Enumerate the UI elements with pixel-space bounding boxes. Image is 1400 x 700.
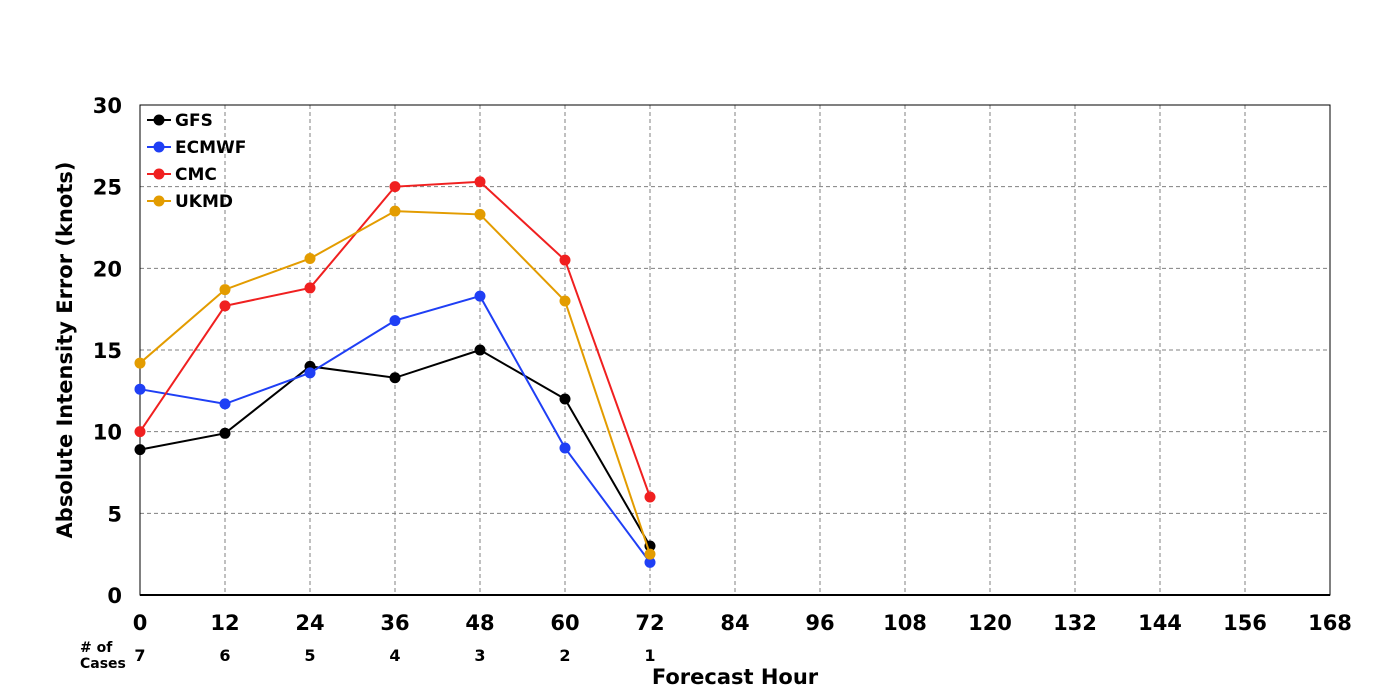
x-tick-label: 132: [1053, 611, 1097, 635]
y-tick-label: 30: [93, 94, 122, 118]
x-tick-label: 144: [1138, 611, 1182, 635]
data-point: [644, 491, 656, 503]
cases-value: 3: [474, 646, 485, 665]
x-tick-label: 48: [465, 611, 494, 635]
series: [134, 176, 656, 568]
legend-item-gfs: GFS: [147, 111, 213, 131]
y-axis-title: Absolute Intensity Error (knots): [53, 162, 77, 539]
data-point: [219, 427, 231, 439]
x-tick-label: 156: [1223, 611, 1267, 635]
data-point: [559, 254, 571, 266]
cases-value: 2: [559, 646, 570, 665]
series-cmc: [134, 176, 656, 503]
x-axis-title: Forecast Hour: [652, 665, 819, 689]
x-tick-label: 84: [720, 611, 749, 635]
y-tick-label: 20: [93, 257, 122, 281]
y-tick-label: 5: [107, 502, 122, 526]
legend-marker: [153, 195, 165, 207]
legend-marker: [153, 141, 165, 153]
y-tick-label: 25: [93, 176, 122, 200]
legend-item-ecmwf: ECMWF: [147, 138, 246, 158]
y-tick-label: 0: [107, 584, 122, 608]
x-tick-label: 72: [635, 611, 664, 635]
cases-value: 1: [644, 646, 655, 665]
data-point: [219, 284, 231, 296]
data-point: [559, 393, 571, 405]
x-tick-label: 0: [133, 611, 148, 635]
cases-value: 4: [389, 646, 400, 665]
data-point: [474, 176, 486, 188]
legend-item-ukmd: UKMD: [147, 192, 233, 212]
data-point: [474, 344, 486, 356]
grid: [140, 105, 1330, 595]
x-tick-label: 120: [968, 611, 1012, 635]
data-point: [474, 290, 486, 302]
series-gfs: [134, 344, 656, 552]
legend-label: UKMD: [175, 192, 233, 212]
data-point: [389, 315, 401, 327]
legend-label: CMC: [175, 165, 217, 185]
data-point: [389, 181, 401, 193]
cases-value: 5: [304, 646, 315, 665]
legend-marker: [153, 114, 165, 126]
data-point: [134, 357, 146, 369]
x-tick-label: 60: [550, 611, 579, 635]
data-point: [644, 556, 656, 568]
legend-label: GFS: [175, 111, 213, 131]
data-point: [304, 367, 316, 379]
data-point: [644, 548, 656, 560]
data-point: [304, 253, 316, 265]
data-point: [389, 372, 401, 384]
series-ecmwf: [134, 290, 656, 568]
y-tick-label: 10: [93, 421, 122, 445]
x-tick-label: 108: [883, 611, 927, 635]
legend-item-cmc: CMC: [147, 165, 217, 185]
data-point: [219, 300, 231, 312]
data-point: [134, 426, 146, 438]
cases-value: 6: [219, 646, 230, 665]
data-point: [134, 444, 146, 456]
series-ukmd: [134, 205, 656, 560]
y-tick-label: 15: [93, 339, 122, 363]
cases-label: Cases: [80, 656, 126, 672]
x-tick-label: 24: [295, 611, 324, 635]
tick-labels: 0 5 10 15 20 25 30 0 12 24 36 48 60 72 84 96 108 120 132 14…: [93, 94, 1352, 635]
data-point: [559, 295, 571, 307]
cases-label: # of: [80, 640, 113, 656]
legend-label: ECMWF: [175, 138, 246, 158]
data-point: [474, 208, 486, 220]
legend-marker: [153, 168, 165, 180]
data-point: [389, 205, 401, 217]
data-point: [304, 282, 316, 294]
cases-value: 7: [134, 646, 145, 665]
x-tick-label: 168: [1308, 611, 1352, 635]
x-tick-label: 36: [380, 611, 409, 635]
x-tick-label: 96: [805, 611, 834, 635]
data-point: [219, 398, 231, 410]
legend: GFS ECMWF CMC UKMD: [147, 111, 246, 212]
x-tick-label: 12: [210, 611, 239, 635]
data-point: [134, 383, 146, 395]
data-point: [559, 442, 571, 454]
